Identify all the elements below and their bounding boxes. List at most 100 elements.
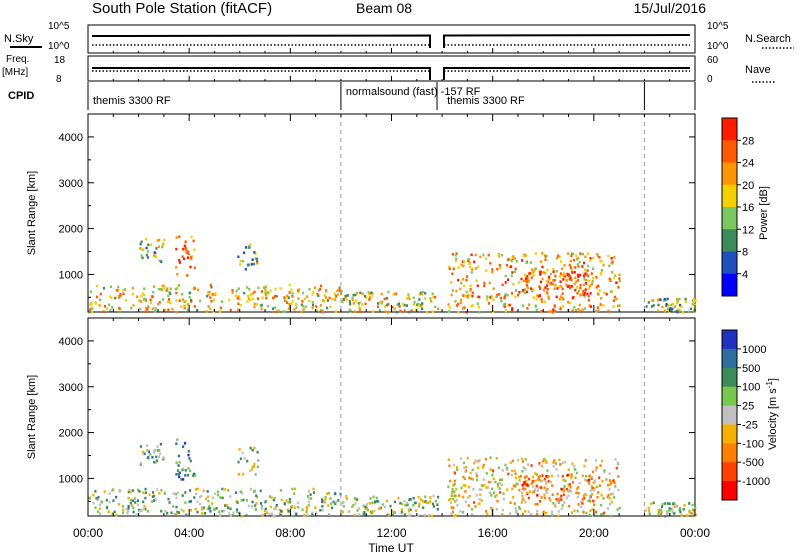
echo-cell [414,509,418,512]
echo-cell [587,499,590,503]
echo-cell [455,487,458,491]
echo-cell [513,469,516,472]
echo-cell [447,458,450,461]
echo-cell [406,501,409,505]
echo-cell [531,475,535,479]
echo-cell [184,501,187,504]
echo-cell [363,511,366,514]
echo-cell [557,474,560,478]
echo-cell [680,305,683,309]
echo-cell [181,255,184,258]
echo-cell [234,294,237,298]
echo-cell [142,293,146,297]
echo-cell [217,493,220,497]
echo-cell [144,496,147,500]
echo-cell [182,478,185,481]
echo-cell [507,304,510,307]
echo-cell [209,296,212,299]
echo-cell [546,292,549,295]
echo-cell [469,471,472,475]
echo-cell [494,480,497,484]
echo-cell [89,290,92,293]
echo-cell [188,457,191,460]
echo-cell [541,277,544,281]
echo-cell [206,490,209,493]
echo-cell [291,292,294,295]
echo-cell [579,286,582,290]
echo-cell [665,303,668,306]
echo-cell [492,491,496,494]
echo-cell [596,284,600,288]
echo-cell [536,494,539,497]
echo-cell [471,468,474,472]
echo-cell [326,492,329,495]
echo-cell [148,493,151,497]
echo-cell [311,303,315,307]
echo-cell [193,266,196,270]
echo-cell [521,512,524,516]
echo-cell [146,510,150,513]
echo-cell [506,293,509,297]
echo-cell [614,485,617,488]
colorbar-swatch [722,367,737,388]
echo-cell [417,514,420,518]
echo-cell [457,278,460,282]
station-title: South Pole Station (fitACF) [92,0,272,17]
echo-cell [111,512,114,515]
echo-cell [454,494,457,498]
echo-cell [221,496,224,500]
echo-cell [449,501,453,504]
echo-cell [366,508,369,512]
echo-cell [472,488,475,491]
echo-cell [245,499,249,502]
echo-cell [307,500,310,504]
echo-cell [536,513,539,516]
velocity-colorbar-label-close: ] [767,378,779,381]
echo-cell [468,485,471,489]
echo-cell [437,307,440,311]
echo-cell [492,287,495,290]
echo-cell [119,294,122,298]
echo-cell [306,494,310,498]
echo-cell [555,498,558,501]
echo-cell [601,459,604,463]
echo-cell [595,466,598,469]
echo-cell [321,500,324,504]
power-ylabel: Slant Range [km] [26,171,38,255]
echo-cell [608,503,611,506]
echo-cell [491,487,494,491]
echo-cell [615,297,618,301]
echo-cell [406,297,409,300]
echo-cell [670,303,673,307]
echo-cell [660,510,663,514]
echo-cell [160,509,163,513]
echo-cell [153,254,156,257]
echo-cell [477,306,481,309]
echo-cell [205,310,208,313]
echo-cell [303,513,306,517]
echo-cell [352,293,355,297]
echo-cell [176,510,179,514]
echo-cell [295,512,298,516]
echo-cell [302,291,305,295]
echo-cell [270,496,273,499]
echo-cell [166,287,169,290]
echo-cell [144,310,147,313]
echo-cell [94,506,97,510]
echo-cell [147,457,151,460]
echo-cell [207,506,210,510]
echo-cell [145,246,148,250]
echo-cell [260,290,263,293]
echo-cell [384,305,387,308]
x-tick-label: 12:00 [376,526,406,540]
echo-cell [304,305,307,309]
echo-cell [345,294,348,298]
echo-cell [115,495,118,499]
echo-cell [186,274,189,277]
echo-cell [579,293,582,297]
echo-cell [280,509,283,513]
echo-cell [202,507,205,511]
echo-cell [667,511,670,514]
echo-cell [96,510,99,514]
